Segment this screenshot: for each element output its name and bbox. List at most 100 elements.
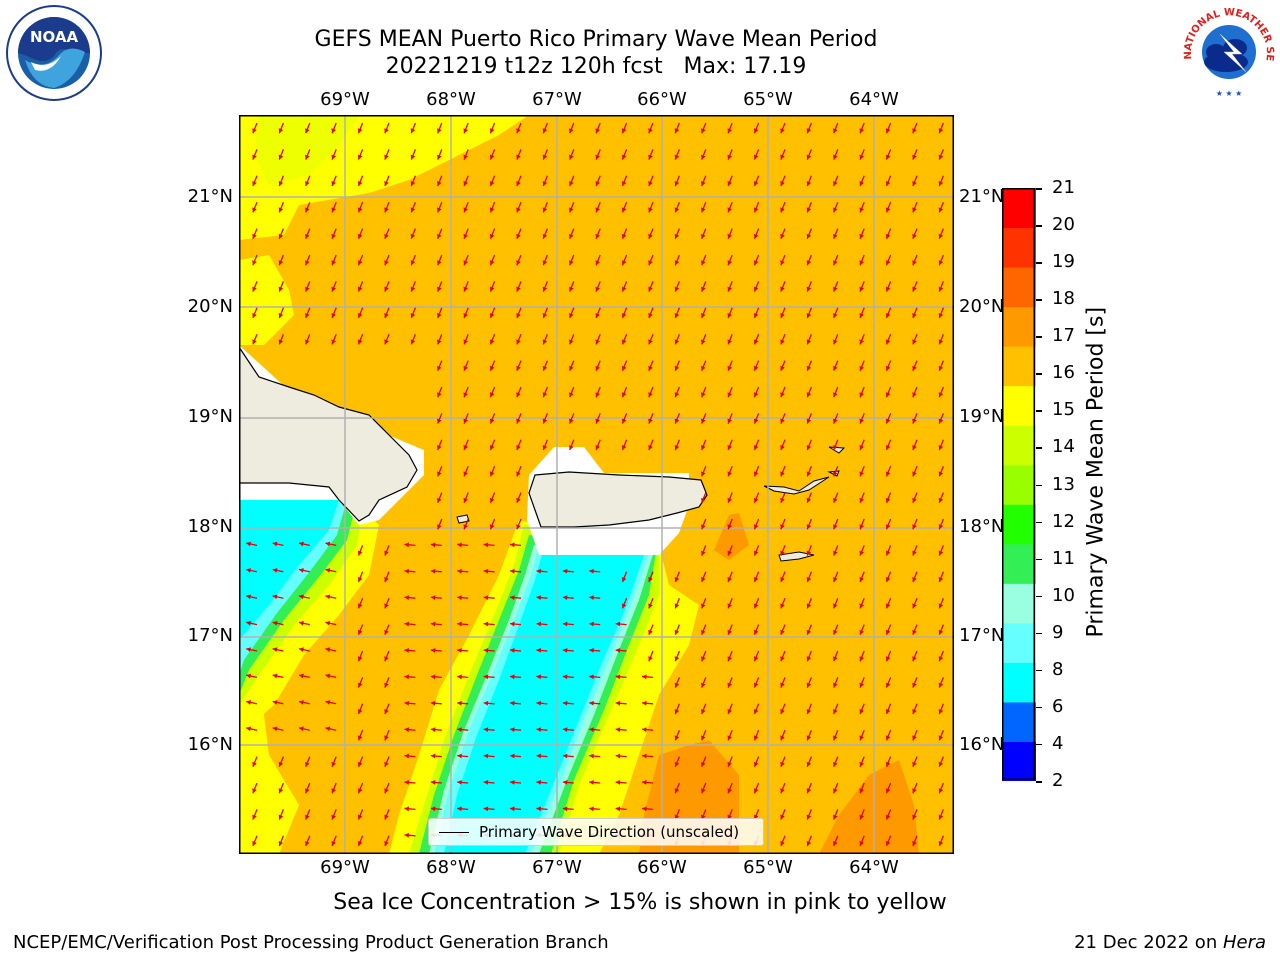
wave-arrow-head	[483, 621, 489, 627]
wave-arrow-head	[357, 788, 363, 794]
wave-arrow-head	[938, 392, 944, 398]
wave-arrow-head	[483, 542, 489, 548]
wave-arrow-head	[325, 647, 331, 652]
lon-tick-bottom: 69°W	[320, 857, 370, 878]
wave-arrow-head	[753, 709, 759, 714]
wave-arrow-head	[384, 233, 389, 239]
wave-arrow-head	[410, 154, 416, 160]
wave-arrow-head	[331, 260, 336, 266]
wave-arrow-head	[384, 260, 389, 266]
wave-arrow-head	[463, 181, 468, 186]
wave-arrow-head	[648, 445, 653, 450]
wave-arrow-head	[384, 735, 389, 741]
wave-arrow-head	[621, 445, 627, 450]
wave-arrow-head	[912, 365, 917, 371]
wave-arrow-head	[252, 841, 257, 846]
wave-arrow-head	[806, 629, 812, 635]
wave-arrow-head	[912, 682, 917, 688]
wave-arrow-head	[701, 497, 706, 503]
wave-arrow-head	[325, 541, 331, 547]
nws-logo: NATIONAL WEATHER SERVICE ★ ★ ★	[1180, 2, 1277, 99]
wave-arrow-head	[859, 286, 864, 292]
colorbar-band	[1002, 306, 1036, 347]
wave-arrow-head	[674, 181, 680, 186]
wave-arrow-head	[252, 814, 257, 820]
wave-arrow-head	[272, 726, 278, 732]
wave-arrow-head	[621, 577, 627, 582]
wave-arrow-head	[569, 128, 574, 134]
wave-arrow-head	[753, 286, 759, 292]
wave-arrow-head	[648, 128, 653, 134]
wave-arrow-head	[384, 841, 389, 846]
wave-arrow-head	[595, 260, 600, 266]
colorbar-tick-mark	[1036, 484, 1042, 486]
wave-arrow-head	[648, 154, 653, 160]
wave-arrow-head	[589, 648, 594, 653]
wave-arrow-head	[674, 709, 680, 714]
wave-arrow-head	[833, 735, 838, 741]
wave-arrow-head	[833, 313, 838, 318]
wave-arrow-head	[806, 841, 812, 846]
wave-arrow-head	[674, 629, 680, 635]
wave-arrow-head	[489, 286, 495, 292]
wave-arrow-head	[331, 339, 336, 345]
wave-arrow-head	[246, 647, 252, 652]
colorbar-band	[1002, 267, 1036, 308]
wave-arrow-head	[727, 392, 732, 398]
wave-arrow-head	[410, 181, 416, 186]
colorbar-tick-label: 14	[1052, 436, 1075, 458]
wave-arrow-head	[589, 780, 594, 785]
wave-arrow-head	[331, 233, 336, 239]
wave-arrow-head	[562, 753, 568, 759]
wave-arrow-head	[489, 471, 495, 477]
wave-arrow-head	[384, 313, 389, 318]
wave-arrow-head	[437, 154, 442, 160]
wave-arrow-head	[642, 806, 647, 812]
wave-arrow-head	[912, 339, 917, 345]
wave-arrow-head	[483, 806, 489, 812]
wave-arrow-head	[299, 647, 304, 652]
wave-arrow-head	[648, 181, 653, 186]
wave-arrow-head	[885, 313, 891, 318]
wave-arrow-head	[621, 233, 627, 239]
wave-arrow-head	[457, 542, 462, 548]
wave-arrow-head	[437, 497, 442, 503]
wave-arrow-head	[753, 207, 759, 213]
wave-arrow-head	[727, 603, 732, 609]
wave-arrow-head	[483, 753, 489, 759]
wave-arrow-head	[859, 418, 864, 424]
wave-arrow-head	[272, 541, 278, 547]
wave-arrow-head	[404, 806, 410, 812]
wave-arrow-head	[562, 727, 568, 733]
wave-arrow-head	[404, 542, 410, 548]
wave-arrow-head	[780, 471, 785, 477]
wave-arrow-head	[674, 207, 680, 213]
wave-arrow-head	[780, 761, 785, 767]
wave-arrow-head	[780, 445, 785, 450]
wave-arrow-head	[510, 621, 515, 627]
wave-arrow-head	[305, 128, 310, 134]
sea-ice-note: Sea Ice Concentration > 15% is shown in …	[333, 890, 947, 915]
wave-arrow-head	[833, 709, 838, 714]
lat-tick-right: 21°N	[959, 186, 1005, 207]
wave-arrow-head	[780, 550, 785, 556]
wave-arrow-head	[536, 674, 542, 680]
wave-arrow-head	[780, 392, 785, 398]
wave-arrow-head	[615, 806, 621, 812]
wave-arrow-head	[595, 445, 600, 450]
wave-arrow-head	[833, 365, 838, 371]
colorbar-tick-mark	[1036, 262, 1042, 264]
wave-arrow-head	[727, 629, 732, 635]
wave-arrow-head	[536, 648, 542, 653]
colorbar-tick-label: 20	[1052, 214, 1075, 236]
wave-arrow-head	[331, 313, 336, 318]
wave-arrow-head	[701, 339, 706, 345]
wave-arrow-head	[252, 128, 257, 134]
wave-arrow-head	[753, 418, 759, 424]
colorbar-tick-mark	[1036, 632, 1042, 635]
wave-arrow-head	[806, 788, 812, 794]
wave-arrow-head	[648, 392, 653, 398]
wave-arrow-head	[595, 181, 600, 186]
wave-arrow-head	[938, 471, 944, 477]
wave-arrow-head	[753, 761, 759, 767]
